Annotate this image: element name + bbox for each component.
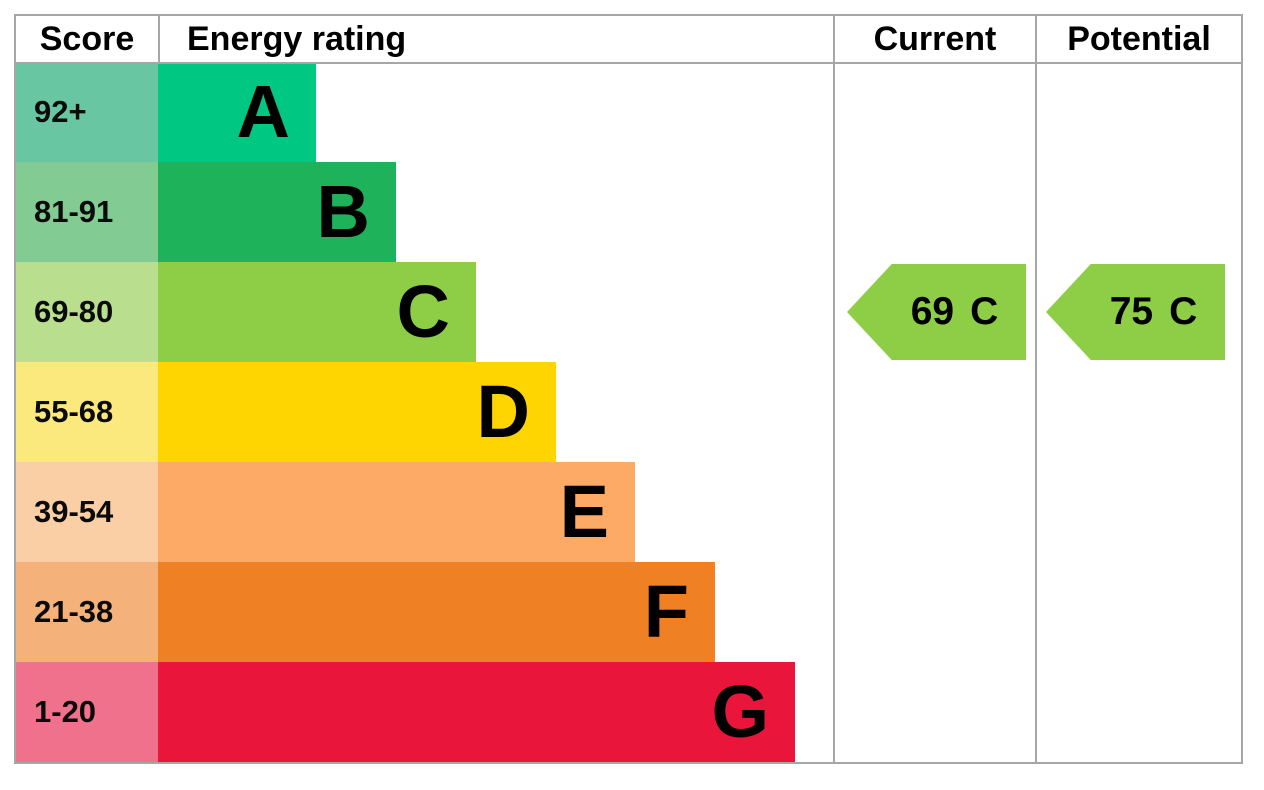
potential-rating-band: C [1169,290,1198,333]
score-range-f: 21-38 [16,562,158,662]
table-border-right [1241,14,1243,764]
score-column-header: Score [39,20,135,58]
band-row-f: 21-38 F [14,562,1243,662]
band-letter-d: D [476,370,530,453]
score-range-b: 81-91 [16,162,158,262]
epc-energy-rating-chart: Score Energy rating Current Potential 92… [14,14,1243,764]
potential-rating-text: 75 C [1110,290,1198,334]
band-bar-c: C [158,262,476,362]
band-row-e: 39-54 E [14,462,1243,562]
band-bar-f: F [158,562,715,662]
current-column-divider [833,14,835,764]
current-rating-score: 69 [910,290,955,333]
current-rating-band: C [970,290,999,333]
table-border-bottom [14,762,1243,764]
energy-rating-column-header: Energy rating [187,20,407,58]
score-range-d: 55-68 [16,362,158,462]
band-bar-e: E [158,462,635,562]
potential-rating-score: 75 [1109,290,1154,333]
band-letter-a: A [236,70,290,153]
potential-column-header: Potential [1067,20,1211,58]
table-border-left [14,14,16,764]
band-row-d: 55-68 D [14,362,1243,462]
current-column-header: Current [873,20,997,58]
band-letter-f: F [643,570,689,653]
band-letter-g: G [711,670,769,753]
band-row-g: 1-20 G [14,662,1243,762]
score-range-a: 92+ [16,62,158,162]
score-range-g: 1-20 [16,662,158,762]
band-row-a: 92+ A [14,62,1243,162]
score-range-e: 39-54 [16,462,158,562]
potential-column-divider [1035,14,1037,764]
current-rating-text: 69 C [911,290,999,334]
band-bar-b: B [158,162,396,262]
band-row-c: 69-80 C [14,262,1243,362]
band-row-b: 81-91 B [14,162,1243,262]
table-border-top [14,14,1243,16]
potential-rating-arrow: 75 C [1046,264,1225,360]
band-letter-b: B [316,170,370,253]
band-bar-a: A [158,62,316,162]
band-letter-e: E [559,470,609,553]
band-letter-c: C [396,270,450,353]
band-bar-g: G [158,662,795,762]
band-bar-d: D [158,362,556,462]
header-divider-line [14,62,1243,64]
score-range-c: 69-80 [16,262,158,362]
score-column-divider [158,14,160,62]
